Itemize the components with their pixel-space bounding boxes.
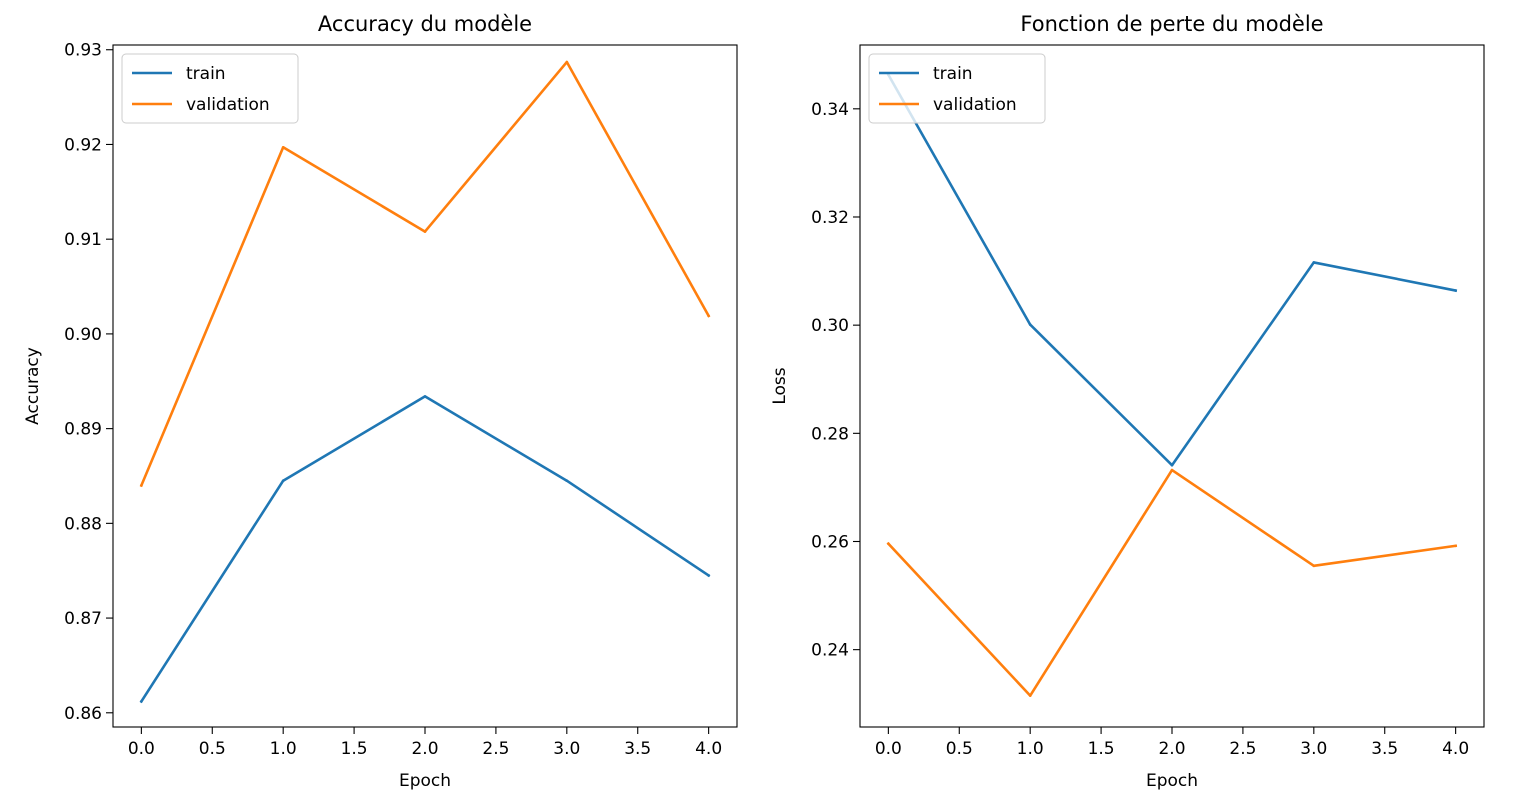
data-point-train-1 (1028, 323, 1032, 326)
x-tick-label: 2.5 (1229, 739, 1256, 759)
x-tick-label: 0.5 (946, 739, 973, 759)
chart-title: Fonction de perte du modèle (1020, 12, 1323, 36)
data-point-validation-2 (423, 230, 427, 233)
data-point-validation-2 (1170, 468, 1174, 472)
data-point-validation-0 (887, 542, 890, 545)
y-tick-label: 0.88 (64, 514, 102, 534)
x-tick-label: 0.0 (875, 739, 902, 759)
legend: train validation (868, 53, 1046, 124)
x-tick-label: 1.0 (1017, 739, 1044, 759)
x-tick-label: 2.0 (411, 739, 438, 759)
data-point-validation-3 (1312, 564, 1316, 568)
y-tick-label: 0.89 (64, 420, 102, 440)
x-tick-label: 3.0 (553, 739, 580, 759)
y-tick-label: 0.87 (64, 609, 102, 629)
data-point-validation-1 (281, 146, 285, 149)
y-axis-label: Loss (770, 367, 790, 404)
y-tick-label: 0.24 (811, 641, 849, 661)
x-tick-label: 3.0 (1300, 739, 1327, 759)
series-line-train (139, 395, 711, 704)
data-point-validation-0 (140, 484, 143, 487)
y-tick-label: 0.93 (64, 41, 102, 61)
legend-box (121, 53, 299, 124)
x-tick-label: 1.0 (270, 739, 297, 759)
data-point-validation-1 (1028, 694, 1032, 697)
data-point-train-3 (565, 479, 569, 483)
x-tick-label: 0.0 (128, 739, 155, 759)
legend-box (868, 53, 1046, 124)
data-point-train-4 (1454, 289, 1457, 292)
y-tick-label: 0.91 (64, 230, 102, 250)
x-tick-label: 2.5 (482, 739, 509, 759)
y-tick-label: 0.90 (64, 325, 102, 345)
legend-entry-train: train (186, 64, 226, 84)
data-point-validation-3 (565, 60, 569, 64)
x-tick-label: 2.0 (1158, 739, 1185, 759)
y-tick-label: 0.30 (811, 316, 849, 336)
plot-frame (859, 44, 1485, 728)
chart-panel-2: Fonction de perte du modèle 0.0 0.5 1.0 1.5 2… (770, 12, 1485, 791)
data-point-train-4 (707, 574, 710, 577)
chart-panel-1: Accuracy du modèle 0.0 0.5 1.0 1.5 2.0 2.5 3.0 3… (23, 12, 738, 791)
y-tick-label: 0.34 (811, 100, 849, 120)
x-tick-label: 3.5 (1371, 739, 1398, 759)
data-point-train-3 (1312, 261, 1316, 264)
data-point-train-0 (140, 700, 143, 703)
y-tick-label: 0.32 (811, 208, 849, 228)
data-point-validation-4 (1454, 544, 1457, 548)
series-line-validation (139, 60, 711, 488)
legend-entry-validation: validation (933, 95, 1017, 115)
data-point-train-1 (281, 479, 285, 483)
x-tick-label: 4.0 (695, 739, 722, 759)
data-point-train-2 (1170, 463, 1174, 467)
y-tick-label: 0.26 (811, 532, 849, 552)
x-tick-label: 4.0 (1442, 739, 1469, 759)
x-axis-label: Epoch (399, 771, 451, 791)
y-tick-label: 0.86 (64, 704, 102, 724)
legend-entry-validation: validation (186, 95, 270, 115)
data-point-train-2 (423, 395, 427, 398)
legend: train validation (121, 53, 299, 124)
chart-title: Accuracy du modèle (318, 12, 532, 36)
data-point-validation-4 (707, 314, 710, 318)
plot-frame (112, 44, 738, 728)
x-tick-label: 1.5 (1088, 739, 1115, 759)
x-axis-label: Epoch (1146, 771, 1198, 791)
y-tick-label: 0.28 (811, 424, 849, 444)
x-tick-label: 1.5 (341, 739, 368, 759)
x-tick-label: 0.5 (199, 739, 226, 759)
series-line-validation (886, 468, 1458, 697)
y-tick-label: 0.92 (64, 135, 102, 155)
x-tick-label: 3.5 (624, 739, 651, 759)
legend-entry-train: train (933, 64, 973, 84)
y-axis-label: Accuracy (23, 347, 43, 425)
series-line-train (886, 72, 1458, 467)
